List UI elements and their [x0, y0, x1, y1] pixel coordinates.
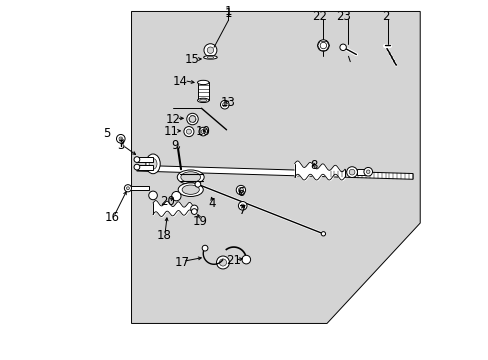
Circle shape	[236, 185, 245, 195]
Ellipse shape	[177, 170, 203, 184]
Bar	[137, 165, 153, 170]
Circle shape	[191, 209, 197, 215]
Ellipse shape	[181, 172, 200, 183]
Text: 9: 9	[170, 139, 178, 152]
Circle shape	[320, 42, 326, 49]
Polygon shape	[137, 165, 412, 179]
Text: 12: 12	[165, 113, 180, 126]
Circle shape	[124, 185, 131, 192]
Text: 19: 19	[192, 215, 207, 228]
Bar	[357, 169, 366, 175]
Bar	[198, 82, 208, 100]
Circle shape	[119, 137, 122, 140]
Circle shape	[186, 129, 191, 134]
Circle shape	[207, 47, 213, 53]
Circle shape	[219, 259, 226, 266]
Bar	[128, 186, 149, 190]
Circle shape	[190, 205, 198, 212]
Text: 1: 1	[224, 7, 232, 20]
Circle shape	[317, 40, 328, 51]
Ellipse shape	[199, 99, 206, 102]
Text: 5: 5	[102, 127, 110, 140]
Circle shape	[171, 192, 181, 201]
Circle shape	[366, 170, 369, 174]
Text: 8: 8	[310, 159, 318, 172]
Text: 17: 17	[174, 256, 189, 269]
Bar	[137, 157, 153, 162]
Circle shape	[183, 127, 194, 136]
Text: 20: 20	[160, 195, 175, 208]
Polygon shape	[131, 12, 419, 323]
Circle shape	[186, 113, 198, 125]
Text: 6: 6	[237, 186, 244, 199]
Circle shape	[116, 134, 125, 143]
Text: 15: 15	[184, 53, 200, 66]
Circle shape	[189, 116, 195, 122]
Ellipse shape	[197, 80, 208, 85]
Text: 18: 18	[156, 229, 171, 242]
Circle shape	[199, 127, 207, 136]
Circle shape	[216, 256, 229, 269]
Circle shape	[321, 231, 325, 236]
Circle shape	[363, 167, 372, 176]
Text: 22: 22	[312, 10, 326, 23]
Circle shape	[346, 167, 357, 177]
Ellipse shape	[178, 183, 203, 197]
Text: 21: 21	[226, 254, 241, 267]
Ellipse shape	[207, 56, 213, 58]
Text: 3: 3	[117, 139, 124, 152]
Text: 13: 13	[221, 96, 235, 109]
Text: 16: 16	[104, 211, 119, 224]
Text: 23: 23	[335, 10, 350, 23]
Text: 4: 4	[208, 197, 216, 210]
Circle shape	[220, 100, 228, 109]
Circle shape	[348, 169, 354, 175]
Circle shape	[148, 191, 157, 200]
Text: 2: 2	[382, 10, 389, 23]
Circle shape	[202, 245, 207, 251]
Circle shape	[134, 157, 140, 162]
Ellipse shape	[182, 185, 199, 194]
Ellipse shape	[149, 158, 157, 169]
Text: 11: 11	[163, 125, 178, 138]
Ellipse shape	[203, 55, 217, 59]
Circle shape	[126, 187, 129, 190]
Circle shape	[195, 181, 201, 187]
Circle shape	[238, 202, 246, 210]
Text: 7: 7	[239, 204, 246, 217]
Text: 10: 10	[195, 125, 210, 138]
Circle shape	[339, 44, 346, 50]
Ellipse shape	[145, 154, 160, 174]
Circle shape	[222, 103, 226, 107]
Circle shape	[134, 164, 140, 170]
Circle shape	[201, 130, 205, 134]
Text: 1: 1	[224, 5, 232, 18]
Text: 14: 14	[172, 75, 187, 88]
Circle shape	[238, 188, 243, 193]
Circle shape	[203, 44, 217, 57]
Circle shape	[241, 204, 244, 208]
Circle shape	[242, 255, 250, 264]
Ellipse shape	[197, 98, 208, 103]
